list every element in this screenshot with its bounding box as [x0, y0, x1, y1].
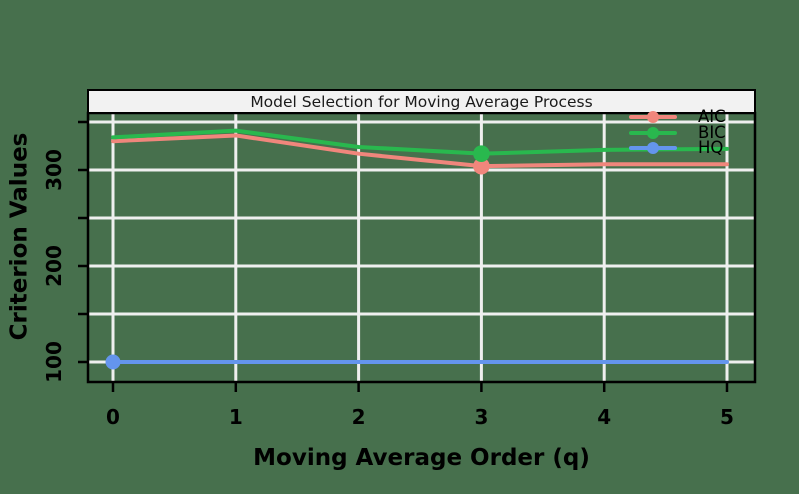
x-tick-label: 4 — [597, 405, 611, 429]
x-tick-label: 5 — [720, 405, 734, 429]
x-tick-label: 1 — [229, 405, 243, 429]
series-line-bic — [111, 128, 729, 156]
x-tick-label: 3 — [474, 405, 488, 429]
plot-frame — [86, 111, 757, 384]
title-strip: Model Selection for Moving Average Proce… — [87, 89, 756, 114]
y-tick-label: 200 — [42, 245, 66, 287]
series-line-aic — [111, 133, 729, 169]
series-marker-bic — [473, 145, 490, 162]
x-axis-label: Moving Average Order (q) — [253, 445, 590, 471]
plot-title: Model Selection for Moving Average Proce… — [250, 92, 593, 111]
series-marker-aic — [473, 157, 490, 175]
y-tick-label: 300 — [42, 149, 66, 191]
y-tick-label: 100 — [42, 341, 66, 383]
x-tick-label: 0 — [106, 405, 120, 429]
x-tick-label: 2 — [352, 405, 366, 429]
y-axis-label: Criterion Values — [6, 132, 33, 341]
series-marker-hq — [105, 354, 121, 370]
